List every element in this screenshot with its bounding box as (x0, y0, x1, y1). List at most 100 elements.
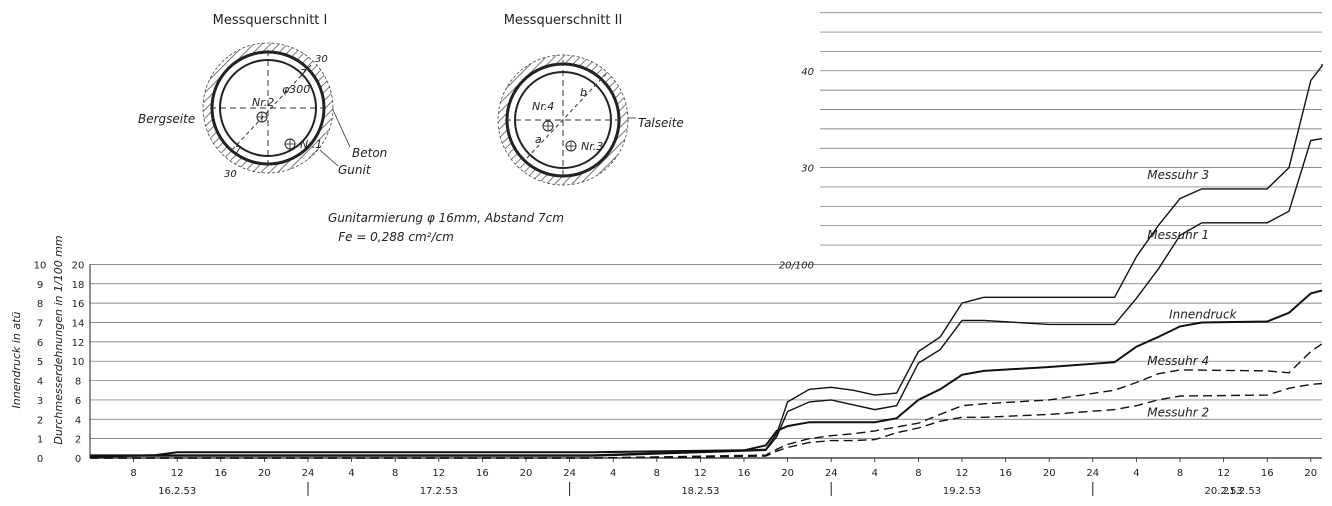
x-tick-label: 20 (258, 468, 271, 479)
y-tick-strain: 6 (75, 396, 81, 407)
diameter-line-2 (526, 73, 607, 159)
y-tick-pressure: 4 (37, 377, 43, 388)
y-tick-strain: 12 (72, 338, 85, 349)
y-tick-pressure: 1 (37, 435, 43, 446)
y-tick-pressure: 8 (37, 299, 43, 310)
series-line (90, 343, 1323, 459)
x-tick-label: 20 (781, 468, 794, 479)
series-line (90, 382, 1323, 459)
y-tick-strain: 18 (72, 280, 85, 291)
day-label: 17.2.53 (420, 486, 458, 497)
x-tick-label: 20 (1304, 468, 1317, 479)
day-label: 20.2.53 (1205, 486, 1243, 497)
day-label: 16.2.53 (158, 486, 196, 497)
label-dim30-bottom: 30 (224, 169, 237, 180)
x-tick-label: 4 (872, 468, 878, 479)
label-diameter: φ300 (282, 83, 310, 96)
label-dim7-bottom: 7 (235, 145, 242, 156)
y-tick-strain: 4 (75, 415, 81, 426)
y-right-label: 20/100 (779, 260, 814, 271)
cross-section-1: Messquerschnitt I Nr.2 Nr.1 φ300 30 30 7… (138, 13, 387, 180)
diameter-line-1 (231, 63, 313, 151)
label-nr4: Nr.4 (532, 100, 554, 113)
label-gunit: Gunit (338, 163, 372, 177)
x-tick-label: 24 (825, 468, 838, 479)
x-tick-label: 12 (956, 468, 969, 479)
y-right-label: 30 (801, 164, 814, 175)
x-tick-label: 8 (654, 468, 660, 479)
reinforcement-area-note: Fe = 0,288 cm²/cm (338, 230, 454, 244)
y-tick-strain: 2 (75, 435, 81, 446)
section-2-title: Messquerschnitt II (504, 13, 623, 28)
section-1-title: Messquerschnitt I (213, 13, 328, 28)
label-b: b (580, 86, 587, 99)
x-tick-label: 4 (1133, 468, 1139, 479)
x-tick-label: 20 (1043, 468, 1056, 479)
label-nr1: Nr.1 (300, 138, 322, 151)
series-label: Messuhr 4 (1147, 354, 1209, 368)
y-tick-pressure: 5 (37, 357, 43, 368)
y-right-label: 40 (801, 67, 814, 78)
day-label: 19.2.53 (943, 486, 981, 497)
leader-gunit (319, 149, 339, 167)
x-tick-label: 12 (694, 468, 707, 479)
y-axis-label-strain: Durchmesserdehnungen in 1/100 mm (52, 235, 65, 444)
chart-series (89, 64, 1323, 459)
label-bergseite: Bergseite (138, 112, 195, 126)
label-talseite: Talseite (638, 116, 684, 130)
label-dim30-top: 30 (315, 54, 328, 65)
series-line (90, 64, 1323, 456)
series-line (89, 289, 1323, 458)
series-label: Messuhr 3 (1147, 168, 1209, 182)
chart-axes: 0123456789100246810121416182020/10030405… (34, 67, 1318, 497)
reinforcement-note: Gunitarmierung φ 16mm, Abstand 7cm (328, 211, 564, 225)
y-tick-strain: 8 (75, 377, 81, 388)
x-tick-label: 8 (130, 468, 136, 479)
y-tick-pressure: 3 (37, 396, 43, 407)
series-label: Messuhr 1 (1147, 228, 1209, 242)
x-tick-label: 8 (392, 468, 398, 479)
y-tick-pressure: 6 (37, 338, 43, 349)
y-tick-pressure: 0 (37, 454, 43, 465)
day-label: 21.2.53 (1223, 486, 1261, 497)
label-a: a (535, 133, 542, 146)
y-tick-pressure: 7 (37, 318, 43, 329)
label-beton: Beton (352, 146, 387, 160)
y-tick-strain: 0 (75, 454, 81, 465)
x-tick-label: 16 (1261, 468, 1274, 479)
y-tick-pressure: 9 (37, 280, 43, 291)
y-axis-label-pressure: Innendruck in atü (10, 312, 23, 409)
leader-beton (332, 109, 351, 148)
x-tick-label: 16 (999, 468, 1012, 479)
y-tick-strain: 20 (72, 260, 85, 271)
x-tick-label: 16 (738, 468, 751, 479)
y-tick-pressure: 2 (37, 415, 43, 426)
x-tick-label: 4 (610, 468, 616, 479)
series-label: Innendruck (1169, 308, 1237, 322)
x-tick-label: 8 (1177, 468, 1183, 479)
label-nr3: Nr.3 (581, 140, 603, 153)
y-tick-strain: 16 (72, 299, 85, 310)
x-tick-label: 24 (563, 468, 576, 479)
chart-labels: Messuhr 3 Messuhr 1 Innendruck Messuhr 4 Mes… (1147, 168, 1237, 419)
series-label: Messuhr 2 (1147, 405, 1209, 419)
x-tick-label: 4 (348, 468, 354, 479)
day-label: 18.2.53 (681, 486, 719, 497)
cross-section-2: Messquerschnitt II Nr.4 Nr.3 a b Talseit… (497, 13, 684, 186)
x-tick-label: 12 (171, 468, 184, 479)
label-nr2: Nr.2 (252, 96, 274, 109)
x-tick-label: 16 (214, 468, 227, 479)
x-tick-label: 8 (915, 468, 921, 479)
label-dim7-top: 7 (300, 68, 307, 79)
y-tick-strain: 10 (72, 357, 85, 368)
x-tick-label: 12 (1217, 468, 1230, 479)
x-tick-label: 16 (476, 468, 489, 479)
y-tick-pressure: 10 (34, 260, 47, 271)
y-tick-strain: 14 (72, 318, 85, 329)
x-tick-label: 24 (1086, 468, 1099, 479)
series-line (90, 137, 1323, 457)
x-tick-label: 20 (520, 468, 533, 479)
x-tick-label: 12 (432, 468, 445, 479)
